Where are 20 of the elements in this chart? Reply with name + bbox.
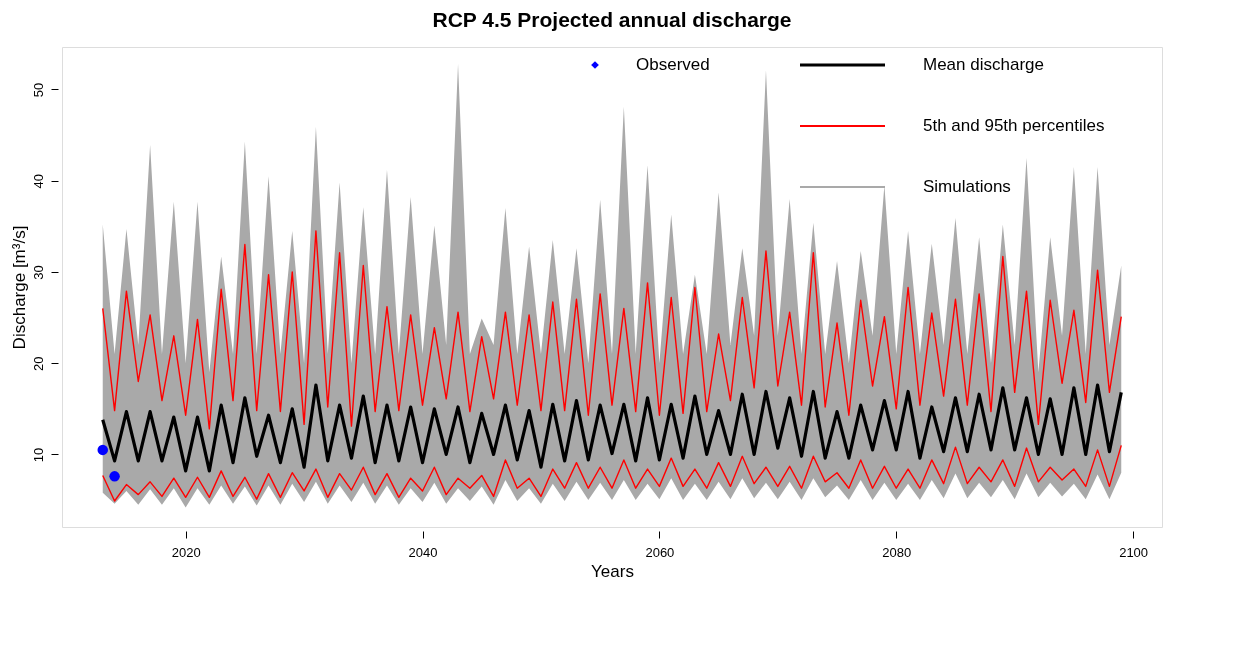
chart-title: RCP 4.5 Projected annual discharge <box>432 8 792 31</box>
y-tick-label: 20 <box>30 356 46 371</box>
line-series <box>102 230 1122 430</box>
y-tick-label: 10 <box>30 447 46 463</box>
y-axis-title: Discharge [m³/s] <box>9 225 29 350</box>
line-series <box>102 444 1122 502</box>
x-tick-label: 2080 <box>882 544 912 560</box>
line-series <box>101 383 1123 473</box>
y-tick-label: 30 <box>30 265 46 280</box>
x-tick-label: 2040 <box>408 544 438 560</box>
x-tick-label: 2020 <box>171 544 201 560</box>
x-tick-label: 2060 <box>645 544 675 560</box>
y-tick-label: 40 <box>30 173 46 189</box>
legend-label: Simulations <box>923 177 1011 196</box>
legend-label: Mean discharge <box>923 55 1044 74</box>
legend-label: Observed <box>636 55 710 74</box>
y-tick-label: 50 <box>30 82 46 98</box>
x-tick-label: 2100 <box>1119 544 1149 560</box>
legend-label: 5th and 95th percentiles <box>923 116 1105 135</box>
x-axis-title: Years <box>591 561 634 581</box>
